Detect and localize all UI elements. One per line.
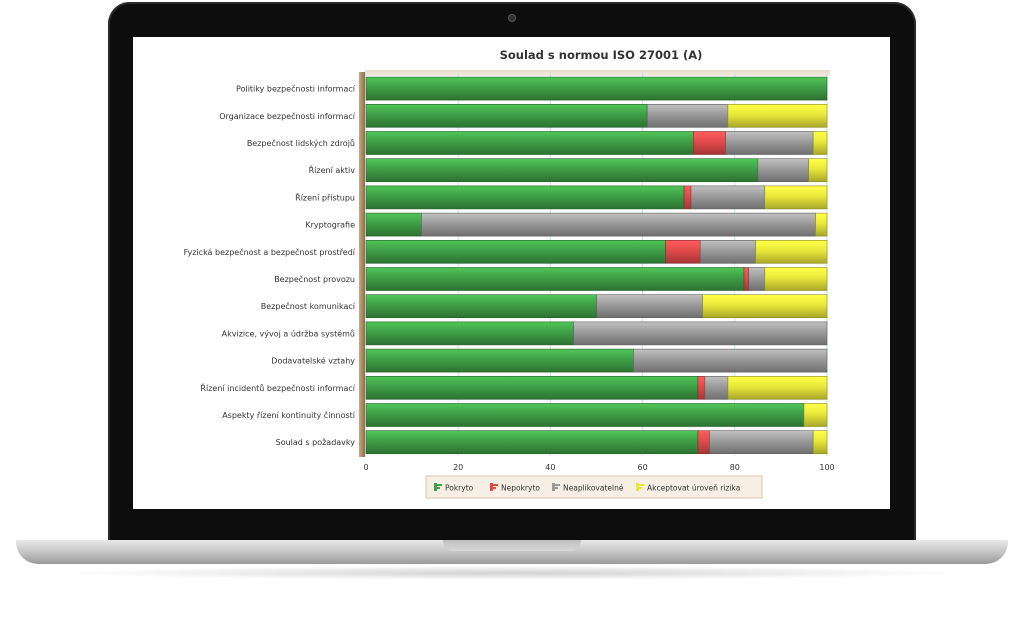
bar-segment: [704, 375, 729, 400]
category-label: Bezpečnost komunikací: [261, 301, 356, 311]
category-label: Bezpečnost lidských zdrojů: [247, 138, 355, 148]
bar-segment: [699, 240, 756, 264]
bar-segment: [573, 321, 828, 346]
bar-segment: [812, 430, 828, 455]
category-label: Kryptografie: [305, 221, 355, 230]
chart-title: Soulad s normou ISO 27001 (A): [500, 48, 703, 62]
bar-segment: [697, 375, 706, 400]
category-label: Řízení incidentů bezpečnosti informací: [200, 383, 355, 393]
bar-segment: [365, 76, 828, 101]
bar-segment: [365, 240, 666, 264]
bar-segment: [365, 430, 699, 455]
bar-segment: [803, 403, 828, 427]
bar-segment: [690, 185, 766, 210]
legend-icon: [552, 483, 555, 491]
legend-label: Pokryto: [445, 484, 474, 493]
legend-icon: [434, 483, 437, 491]
bar-segment: [764, 267, 828, 291]
legend-icon: [490, 483, 493, 491]
category-label: Akvizice, vývoj a údržba systémů: [222, 328, 355, 338]
bar-segment: [365, 321, 574, 346]
x-tick-label: 60: [638, 463, 648, 472]
y-axis-wall: [359, 72, 365, 457]
bar-segment: [365, 403, 805, 427]
x-tick-label: 20: [453, 463, 463, 472]
bar-segment: [633, 348, 828, 373]
webcam-icon: [508, 14, 516, 22]
laptop-notch: [443, 540, 581, 551]
legend-icon: [555, 487, 558, 489]
bar-segment: [365, 212, 422, 237]
bar-segment: [365, 375, 699, 400]
bar-segment: [365, 294, 597, 319]
category-label: Organizace bezpečnosti informací: [219, 111, 356, 121]
x-tick-label: 40: [545, 463, 555, 472]
legend-label: Akceptovat úroveň rizika: [647, 484, 740, 493]
bar-segment: [808, 158, 828, 182]
bar-segment: [709, 430, 814, 455]
bar-segment: [748, 267, 766, 291]
bar-segment: [757, 158, 809, 182]
bar-segments: [365, 76, 828, 455]
bar-segment: [365, 267, 745, 291]
x-tick-label: 100: [819, 463, 834, 472]
legend-box: [425, 475, 763, 499]
laptop-shadow: [60, 566, 964, 580]
bar-segment: [665, 240, 701, 264]
bar-segment: [755, 240, 828, 264]
legend-label: Nepokryto: [501, 484, 540, 493]
plot-top-band: [365, 70, 830, 76]
bar-segment: [697, 430, 710, 455]
legend-icon: [639, 487, 642, 489]
category-label: Politiky bezpečnosti informací: [236, 84, 356, 94]
category-label: Soulad s požadavky: [276, 438, 356, 447]
bar-segment: [764, 185, 828, 210]
bar-segment: [596, 294, 703, 319]
x-tick-labels: 0 20 40 60 80 100: [363, 463, 834, 472]
bar-segment: [646, 104, 729, 128]
screen: Soulad s normou ISO 27001 (A) Politiky b…: [133, 37, 890, 509]
bar-segment: [365, 131, 694, 155]
bar-segment: [421, 212, 816, 237]
category-label: Řízení aktiv: [309, 165, 356, 175]
legend-icon: [493, 487, 496, 489]
category-label: Dodavatelské vztahy: [271, 356, 355, 366]
legend-icon: [437, 487, 440, 489]
bar-segment: [727, 375, 828, 400]
bar-segment: [727, 104, 828, 128]
bar-segment: [365, 158, 759, 182]
category-label: Řízení přístupu: [295, 192, 355, 202]
bar-segment: [702, 294, 828, 319]
category-label: Fyzická bezpečnost a bezpečnost prostřed…: [184, 247, 356, 257]
x-tick-label: 80: [730, 463, 740, 472]
legend: Pokryto Nepokryto Neaplikovatelné Akceptova…: [425, 475, 763, 499]
x-tick-label: 0: [363, 463, 368, 472]
bar-segment: [743, 267, 749, 291]
bar-segment: [815, 212, 828, 237]
category-label: Aspekty řízení kontinuity činností: [222, 410, 356, 420]
legend-icon: [555, 484, 560, 486]
bar-segment: [683, 185, 692, 210]
bar-segment: [365, 348, 634, 373]
bar-segment: [365, 185, 685, 210]
bar-segment: [812, 131, 828, 155]
legend-icon: [437, 484, 442, 486]
legend-icon: [636, 483, 639, 491]
bar-segment: [725, 131, 814, 155]
category-label: Bezpečnost provozu: [274, 274, 355, 284]
legend-label: Neaplikovatelné: [563, 484, 624, 493]
bar-segment: [365, 104, 648, 128]
legend-icon: [639, 484, 644, 486]
legend-icon: [493, 484, 498, 486]
bar-segment: [693, 131, 726, 155]
compliance-chart: Soulad s normou ISO 27001 (A) Politiky b…: [184, 48, 835, 499]
category-labels: Politiky bezpečnosti informací Organizace…: [184, 84, 356, 448]
